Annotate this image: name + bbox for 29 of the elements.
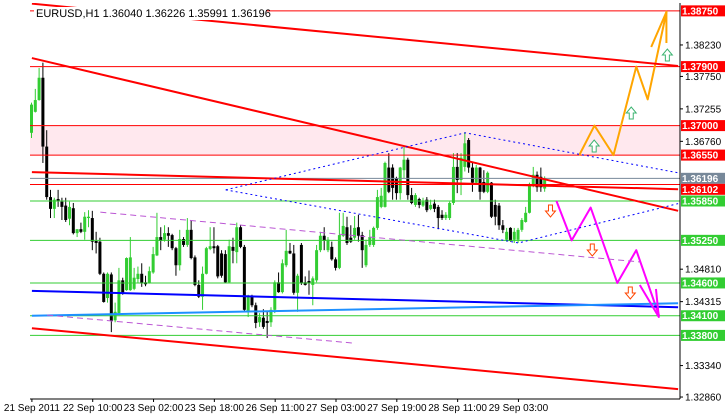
x-tick-label: 22 Sep 10:00 (62, 403, 123, 414)
ref-line-label: 1.36102 (682, 184, 719, 196)
ref-line-label: 1.33800 (682, 330, 719, 342)
y-tick-label: 1.36760 (685, 136, 722, 148)
y-tick-label: 1.38230 (685, 40, 722, 52)
ref-line-label: 1.36550 (682, 150, 719, 162)
x-tick-label: 23 Sep 02:00 (124, 403, 184, 414)
ref-line-label: 1.34100 (682, 311, 719, 322)
x-tick-label: 29 Sep 03:00 (488, 403, 549, 414)
y-tick-label: 1.32860 (685, 392, 722, 404)
ref-line-label: 1.34600 (682, 278, 719, 290)
ref-line-label: 1.36196 (682, 174, 719, 185)
text: EURUSD,H1 1.36040 1.36226 1.35991 1.36196 (36, 8, 271, 20)
x-tick-label: 21 Sep 2011 (4, 403, 60, 414)
x-tick-label: 27 Sep 03:00 (306, 403, 366, 414)
x-tick-label: 23 Sep 18:00 (184, 403, 245, 414)
ref-line-label: 1.37900 (682, 62, 719, 74)
y-tick-label: 1.33340 (685, 361, 722, 372)
y-tick-label: 1.37255 (685, 104, 722, 116)
y-tick-label: 1.34810 (685, 264, 722, 276)
ref-line-label: 1.37000 (682, 121, 719, 132)
x-tick-label: 28 Sep 11:00 (428, 403, 488, 414)
y-tick-label: 1.37750 (685, 72, 722, 83)
ref-line-label: 1.35250 (682, 236, 719, 247)
x-tick-label: 26 Sep 11:00 (246, 403, 305, 414)
ref-line-label: 1.35850 (682, 196, 719, 208)
ref-line-label: 1.38750 (682, 6, 719, 18)
y-tick-label: 1.34315 (685, 297, 722, 308)
x-tick-label: 27 Sep 19:00 (367, 403, 427, 414)
